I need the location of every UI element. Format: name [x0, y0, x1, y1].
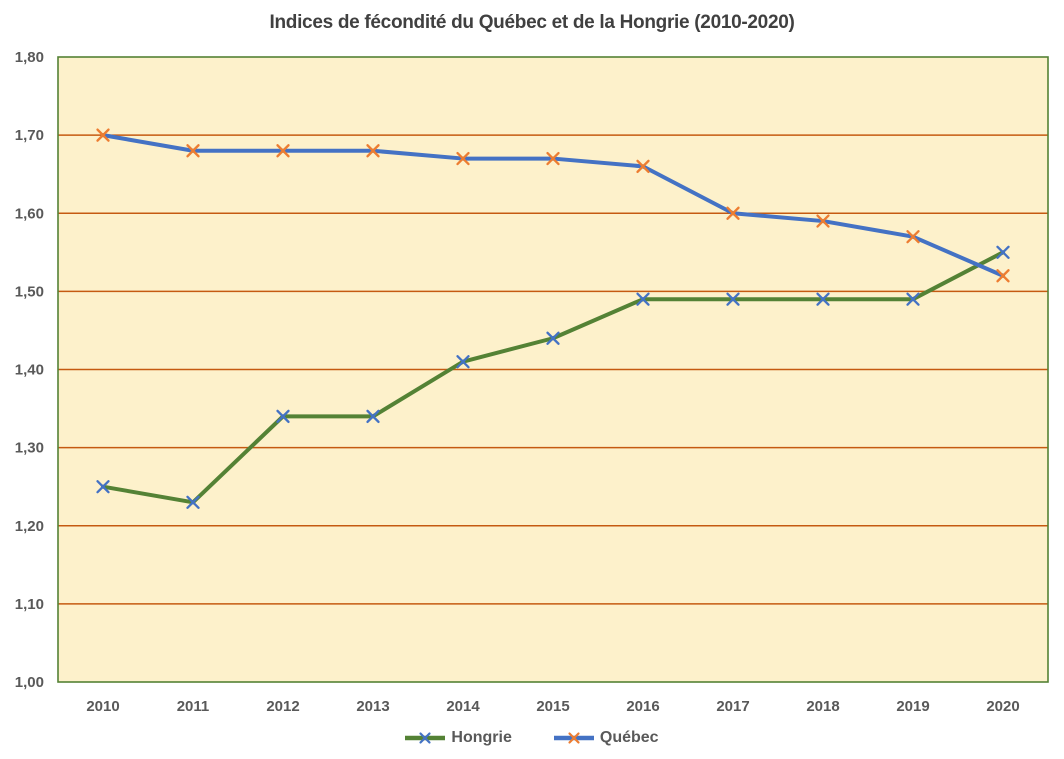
y-axis-tick-label: 1,10 — [15, 596, 44, 613]
x-axis-tick-label: 2016 — [626, 698, 659, 715]
y-axis-tick-label: 1,20 — [15, 518, 44, 535]
y-axis-tick-label: 1,00 — [15, 674, 44, 691]
x-axis-tick-label: 2017 — [716, 698, 749, 715]
y-axis-tick-label: 1,60 — [15, 205, 44, 222]
x-axis-tick-label: 2010 — [86, 698, 119, 715]
y-axis-tick-label: 1,70 — [15, 127, 44, 144]
y-axis-tick-label: 1,30 — [15, 440, 44, 457]
x-axis-tick-label: 2014 — [446, 698, 480, 715]
y-axis-tick-label: 1,40 — [15, 362, 44, 379]
x-axis-tick-label: 2018 — [806, 698, 839, 715]
chart-plot-area: 1,80 1,70 1,60 1,50 1,40 1,30 1,20 1,10 1,00 2010… — [15, 49, 1049, 715]
y-axis-tick-label: 1,80 — [15, 49, 44, 66]
legend-item-hongrie: Hongrie — [405, 729, 512, 747]
x-axis-tick-label: 2011 — [177, 698, 210, 715]
chart-legend: Hongrie Québec — [0, 729, 1064, 747]
x-axis-tick-label: 2019 — [896, 698, 929, 715]
quebec-line-sample-icon — [553, 732, 594, 744]
y-axis-tick-label: 1,50 — [15, 283, 44, 300]
legend-label-hongrie: Hongrie — [451, 729, 512, 746]
x-axis-tick-label: 2012 — [266, 698, 299, 715]
x-axis-tick-label: 2015 — [536, 698, 569, 715]
x-axis-tick-label: 2020 — [986, 698, 1019, 715]
legend-label-quebec: Québec — [599, 729, 659, 746]
legend-item-quebec: Québec — [553, 729, 659, 747]
x-axis-tick-label: 2013 — [356, 698, 389, 715]
hongrie-line-sample-icon — [405, 732, 446, 744]
chart-title: Indices de fécondité du Québec et de la … — [269, 12, 795, 33]
